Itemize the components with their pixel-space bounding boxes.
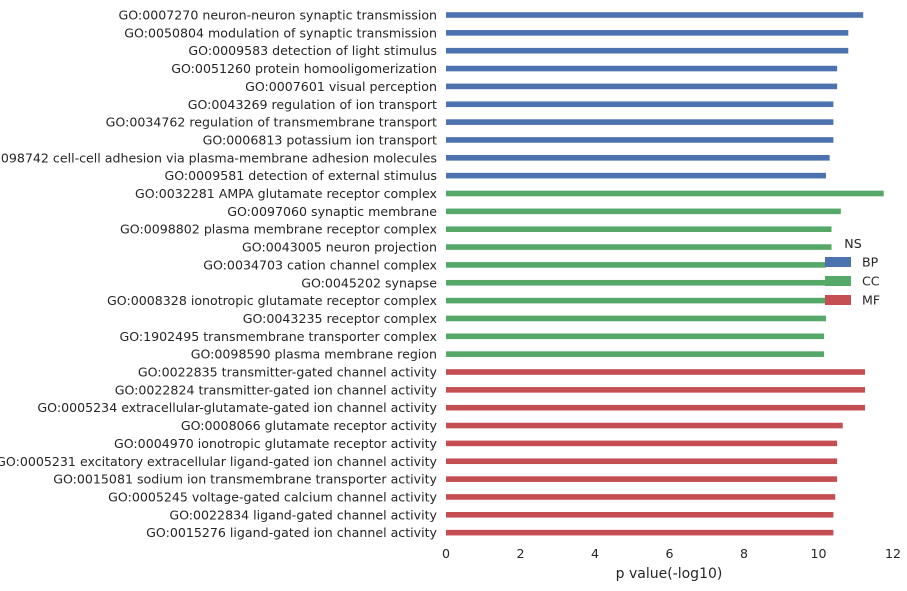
legend-swatch-mf [825,295,851,305]
x-tick-label: 0 [442,546,450,561]
category-label: GO:0034703 cation channel complex [203,257,437,272]
bar-bp [446,101,834,108]
legend-label-cc: CC [862,274,880,289]
x-tick-label: 12 [885,546,901,561]
legend-label-bp: BP [862,255,879,270]
category-label: GO:0015081 sodium ion transmembrane tran… [53,472,437,487]
legend-swatch-bp [825,257,851,267]
bar-mf [446,529,834,536]
legend-title: NS [844,236,861,251]
category-label: GO:0007601 visual perception [245,79,437,94]
bar-cc [446,226,832,232]
category-label: GO:0098590 plasma membrane region [191,347,437,362]
bar-cc [446,315,826,322]
x-tick-label: 10 [810,546,826,561]
bar-bp [446,12,864,18]
bar-mf [446,476,838,482]
category-label: GO:0098742 cell-cell adhesion via plasma… [0,150,437,165]
bar-mf [446,369,866,375]
bar-cc [446,333,825,340]
legend-label-mf: MF [862,293,880,308]
bar-cc [446,351,825,357]
bar-bp [446,65,838,72]
x-tick-label: 6 [665,546,673,561]
category-label: GO:0043005 neuron projection [242,240,437,255]
category-label: GO:0015276 ligand-gated ion channel acti… [146,525,437,540]
bar-cc [446,262,826,268]
category-label: GO:0022824 transmitter-gated ion channel… [115,382,438,397]
bar-mf [446,387,866,393]
x-axis-title: p value(-log10) [616,566,723,582]
category-label: GO:0043235 receptor complex [243,311,438,326]
x-tick-label: 2 [516,546,524,561]
category-label: GO:0098802 plasma membrane receptor comp… [120,222,438,237]
bar-cc [446,190,884,197]
bar-bp [446,155,830,161]
bar-cc [446,244,832,250]
bar-mf [446,512,834,518]
bar-mf [446,440,838,447]
category-label: GO:0051260 protein homooligomerization [171,61,437,76]
category-label: GO:0097060 synaptic membrane [227,204,437,219]
bar-bp [446,137,834,143]
bar-mf [446,458,838,465]
category-label: GO:0004970 ionotropic glutamate receptor… [114,436,438,451]
category-label: GO:0034762 regulation of transmembrane t… [106,115,437,130]
category-label: GO:0005234 extracellular-glutamate-gated… [37,400,437,415]
category-label: GO:1902495 transmembrane transporter com… [119,329,437,344]
bar-mf [446,404,866,411]
bar-bp [446,47,849,54]
bar-mf [446,494,836,500]
bar-mf [446,422,843,429]
category-label: GO:0050804 modulation of synaptic transm… [124,25,437,40]
legend-swatch-cc [825,276,851,286]
bar-bp [446,119,834,125]
category-label: GO:0006813 potassium ion transport [203,132,437,147]
bar-bp [446,172,826,179]
category-label: GO:0005245 voltage-gated calcium channel… [108,489,437,504]
bar-cc [446,208,841,215]
bar-cc [446,297,826,304]
category-label: GO:0008066 glutamate receptor activity [181,418,438,433]
x-tick-label: 4 [591,546,599,561]
category-label: GO:0022834 ligand-gated channel activity [169,507,437,522]
category-label: GO:0008328 ionotropic glutamate receptor… [107,293,437,308]
category-label: GO:0007270 neuron-neuron synaptic transm… [119,8,437,23]
category-label: GO:0032281 AMPA glutamate receptor compl… [135,186,438,201]
bar-bp [446,30,849,36]
category-label: GO:0045202 synapse [301,275,437,290]
category-label: GO:0009581 detection of external stimulu… [164,168,437,183]
bar-cc [446,279,826,286]
category-label: GO:0043269 regulation of ion transport [188,97,437,112]
category-label: GO:0009583 detection of light stimulus [188,43,437,58]
category-label: GO:0022835 transmitter-gated channel act… [138,365,438,380]
category-label: GO:0005231 excitatory extracellular liga… [0,454,438,469]
x-tick-label: 8 [740,546,748,561]
bar-bp [446,83,838,90]
